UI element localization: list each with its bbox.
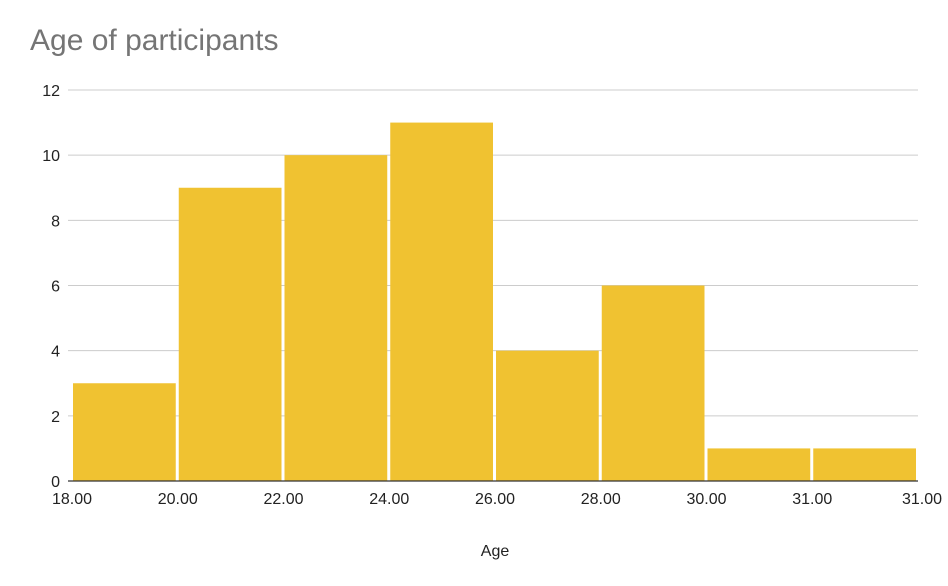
x-tick-label: 22.00 xyxy=(263,491,303,508)
x-tick-label: 31.00 xyxy=(792,491,832,508)
y-tick-label: 12 xyxy=(42,83,60,100)
y-tick-label: 10 xyxy=(42,148,60,165)
histogram-bar xyxy=(178,187,282,481)
histogram-bar xyxy=(813,448,916,481)
x-tick-label: 28.00 xyxy=(581,491,621,508)
x-tick-label: 24.00 xyxy=(369,491,409,508)
x-tick-label: 26.00 xyxy=(475,491,515,508)
x-tick-label: 30.00 xyxy=(686,491,726,508)
histogram-bar xyxy=(390,122,493,481)
y-tick-label: 8 xyxy=(51,213,60,230)
x-tick-label: 31.00 xyxy=(902,491,942,508)
x-axis-tick-labels: 18.00 20.00 22.00 24.00 26.00 28.00 30.00 31.00… xyxy=(52,491,942,508)
y-tick-label: 2 xyxy=(51,409,60,426)
y-tick-label: 4 xyxy=(51,344,60,361)
x-axis-title: Age xyxy=(481,543,510,560)
histogram-bar xyxy=(73,383,176,481)
x-tick-label: 18.00 xyxy=(52,491,92,508)
chart-title: Age of participants xyxy=(30,24,279,57)
histogram-bar xyxy=(496,350,599,481)
y-axis-tick-labels: 0 2 4 6 8 10 12 xyxy=(42,83,60,491)
bars xyxy=(73,122,916,481)
histogram-bar xyxy=(601,285,705,481)
histogram-bar xyxy=(284,155,388,481)
y-tick-label: 0 xyxy=(51,474,60,491)
x-tick-label: 20.00 xyxy=(158,491,198,508)
y-tick-label: 6 xyxy=(51,279,60,296)
histogram-bar xyxy=(707,448,811,481)
